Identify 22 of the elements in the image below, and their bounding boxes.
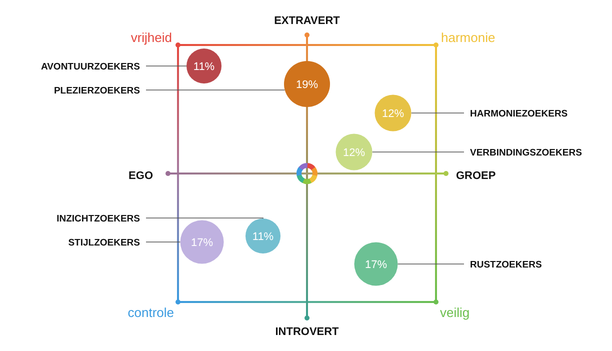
category-label: PLEZIERZOEKERS: [54, 86, 140, 96]
data-label: 12%: [342, 147, 366, 159]
text: EXTRAVERT: [274, 15, 340, 27]
text: INTROVERT: [275, 326, 340, 338]
text: vrijheid: [130, 30, 172, 45]
category-label: STIJLZOEKERS: [68, 238, 140, 248]
text: GROEP: [456, 170, 496, 182]
data-label: 11%: [193, 61, 215, 73]
data-label: 17%: [364, 259, 388, 271]
data-label: 11%: [252, 231, 274, 243]
category-label: INZICHTZOEKERS: [56, 214, 140, 224]
text: controle: [128, 305, 174, 320]
category-label: VERBINDINGSZOEKERS: [470, 148, 582, 158]
data-label: 19%: [296, 79, 318, 91]
text: harmonie: [441, 30, 496, 45]
data-label: 17%: [190, 237, 214, 249]
text: veilig: [440, 305, 470, 320]
category-label: RUSTZOEKERS: [470, 260, 542, 270]
text: EGO: [128, 170, 154, 182]
category-label: AVONTUURZOEKERS: [40, 62, 140, 72]
data-label: 12%: [382, 108, 404, 120]
category-label: HARMONIEZOEKERS: [470, 108, 568, 120]
